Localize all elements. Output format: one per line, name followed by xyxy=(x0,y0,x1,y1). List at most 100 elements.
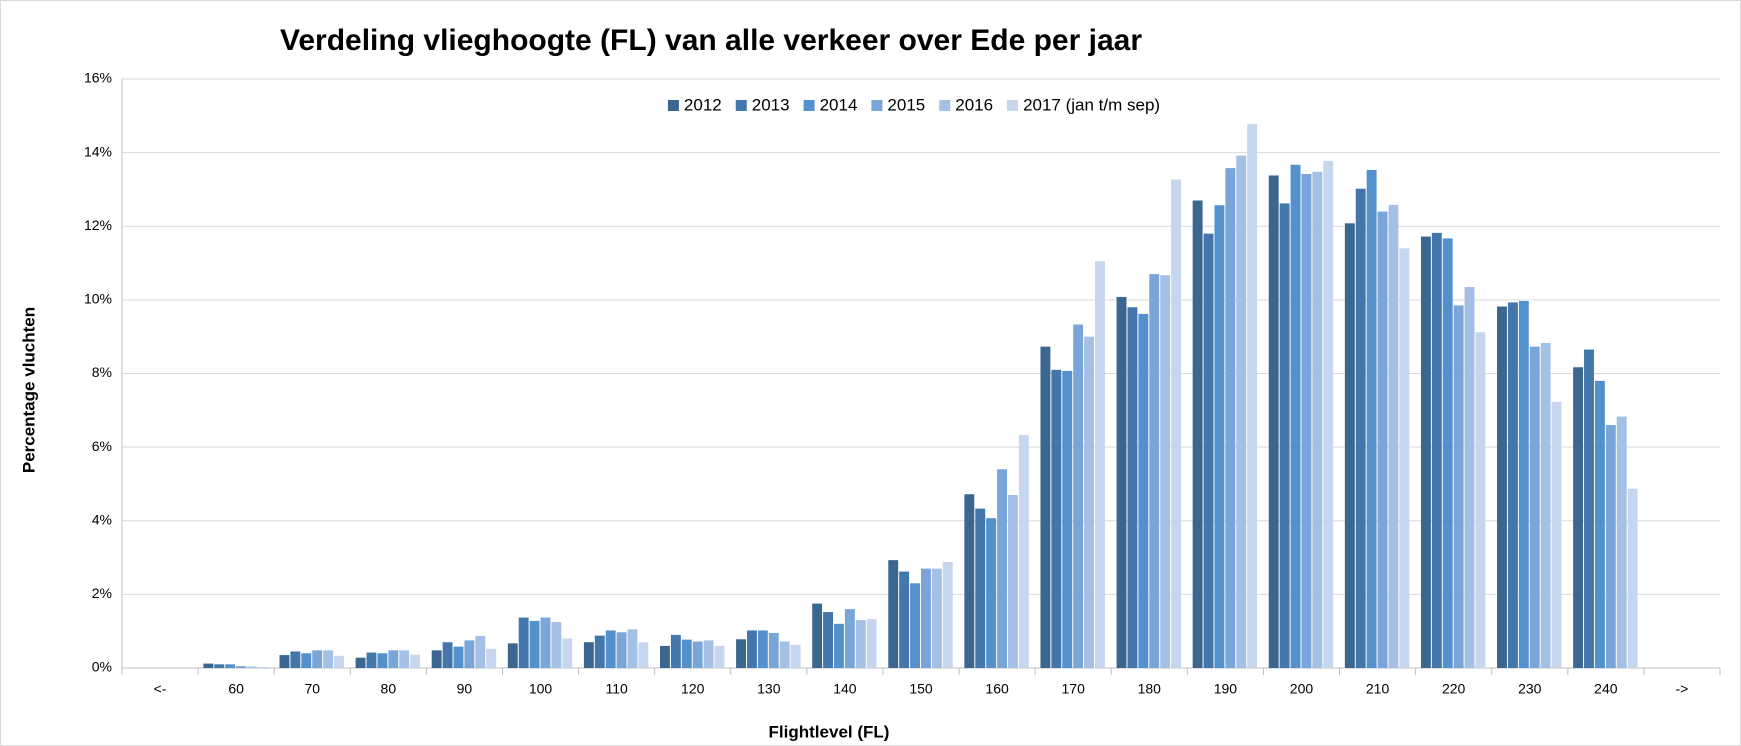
bar xyxy=(975,508,986,668)
bar xyxy=(1138,313,1149,668)
bar xyxy=(529,620,540,668)
x-tick-label: 80 xyxy=(381,681,397,697)
bar xyxy=(855,620,866,668)
bar xyxy=(1399,248,1410,668)
bar xyxy=(670,634,681,668)
bar xyxy=(236,666,247,668)
bar xyxy=(779,641,790,668)
y-tick-label: 12% xyxy=(84,217,112,233)
x-tick-label: 210 xyxy=(1366,681,1390,697)
y-tick-label: 6% xyxy=(92,438,112,454)
x-tick-label: 180 xyxy=(1138,681,1162,697)
legend-swatch xyxy=(735,100,747,111)
bar xyxy=(942,561,953,668)
bar xyxy=(823,612,833,668)
legend-label: 2017 (jan t/m sep) xyxy=(1023,95,1160,114)
bar xyxy=(518,617,529,668)
bar xyxy=(507,643,518,668)
bar xyxy=(1279,203,1290,668)
bar xyxy=(540,617,551,668)
bar xyxy=(1366,169,1377,668)
bar xyxy=(301,653,312,668)
chart-title: Verdeling vlieghoogte (FL) van alle verk… xyxy=(280,24,1142,57)
bar xyxy=(1301,173,1312,668)
bar xyxy=(1214,205,1225,668)
y-tick-label: 10% xyxy=(84,291,112,307)
y-axis-label: Percentage vluchten xyxy=(19,307,38,473)
bar xyxy=(1573,367,1584,668)
bar xyxy=(486,648,497,668)
bar xyxy=(888,560,899,668)
bar xyxy=(768,633,779,668)
y-tick-label: 0% xyxy=(92,659,112,675)
bar xyxy=(410,654,421,668)
bar xyxy=(746,630,757,668)
bar xyxy=(1420,236,1431,668)
bar xyxy=(866,619,877,668)
bar xyxy=(1312,171,1323,668)
legend-swatch xyxy=(939,100,951,111)
bar xyxy=(1594,380,1605,668)
bar xyxy=(1475,332,1486,668)
bar xyxy=(1247,123,1258,668)
bar xyxy=(464,640,475,668)
y-tick-label: 16% xyxy=(84,70,112,86)
bar xyxy=(377,653,388,668)
bar xyxy=(399,650,410,668)
bar xyxy=(997,469,1008,668)
legend-label: 2013 xyxy=(752,95,790,114)
bar xyxy=(1388,204,1399,668)
bar xyxy=(790,644,801,668)
bar xyxy=(844,609,855,668)
bar xyxy=(214,664,225,668)
x-tick-label: 60 xyxy=(228,681,244,697)
x-tick-label: <- xyxy=(154,681,167,697)
bar xyxy=(659,645,670,668)
y-tick-label: 8% xyxy=(92,364,112,380)
bar xyxy=(605,630,616,668)
bar xyxy=(1344,223,1355,668)
bar xyxy=(1236,155,1247,668)
bar xyxy=(1540,342,1551,668)
x-tick-label: 70 xyxy=(304,681,320,697)
bar xyxy=(703,640,714,668)
bar xyxy=(562,638,573,668)
bar xyxy=(334,655,344,668)
x-axis-label: Flightlevel (FL) xyxy=(769,722,890,741)
bar xyxy=(812,603,823,668)
bar xyxy=(1160,275,1171,668)
bar xyxy=(1290,164,1301,668)
bar xyxy=(1377,211,1388,668)
bar xyxy=(1149,274,1160,668)
bar xyxy=(1203,233,1214,669)
y-tick-label: 4% xyxy=(92,511,112,527)
bar xyxy=(551,621,562,668)
bar xyxy=(1192,200,1203,668)
x-tick-label: 160 xyxy=(985,681,1009,697)
bar xyxy=(1453,305,1464,668)
bar xyxy=(1355,188,1366,669)
bar xyxy=(366,652,377,668)
bar xyxy=(1605,425,1616,668)
bar xyxy=(627,629,638,668)
bar xyxy=(1551,401,1562,668)
y-tick-label: 14% xyxy=(84,143,112,159)
bar xyxy=(921,568,931,668)
x-tick-label: 220 xyxy=(1442,681,1466,697)
legend-label: 2012 xyxy=(684,95,722,114)
bar xyxy=(1616,416,1627,668)
bar xyxy=(475,635,486,668)
x-tick-label: 190 xyxy=(1214,681,1238,697)
x-tick-label: 100 xyxy=(529,681,553,697)
bar xyxy=(1127,307,1138,668)
x-tick-label: -> xyxy=(1676,681,1689,697)
bar xyxy=(1507,302,1518,668)
bar xyxy=(1268,175,1279,669)
bar xyxy=(1225,168,1236,668)
bar xyxy=(594,635,605,668)
bar xyxy=(1062,370,1073,668)
bar xyxy=(1442,238,1453,668)
legend-swatch xyxy=(803,100,815,111)
bar xyxy=(833,623,844,668)
